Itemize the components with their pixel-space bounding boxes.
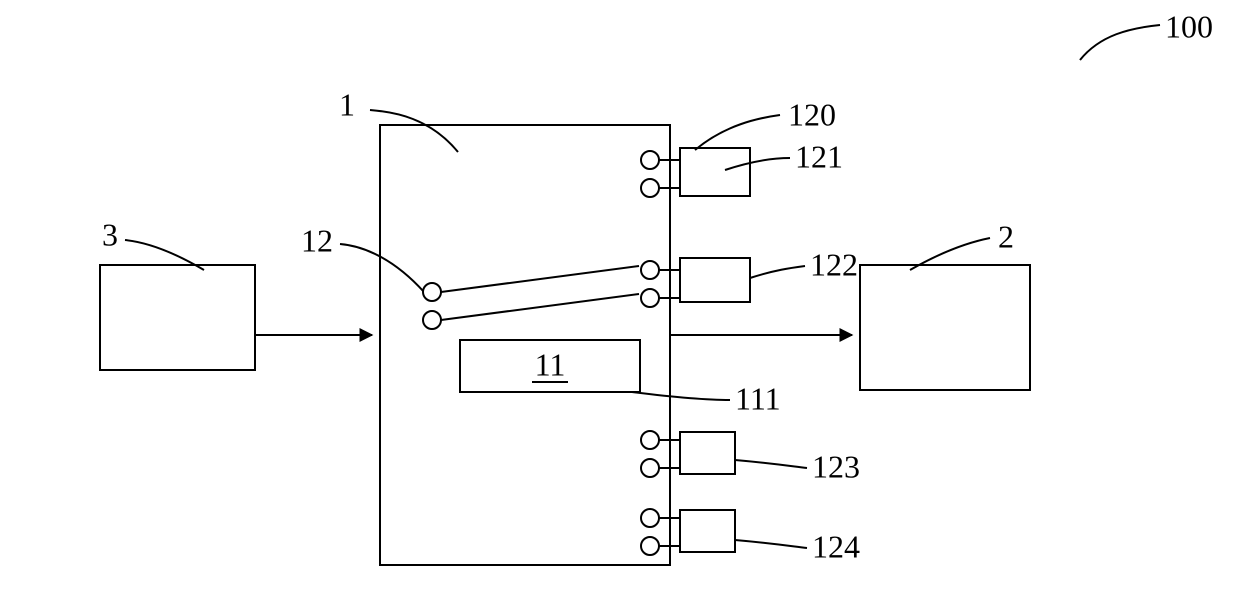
pin-circle-9 [423, 311, 441, 329]
leader-0 [1080, 25, 1160, 60]
pin-circle-2 [641, 261, 659, 279]
leader-12 [340, 244, 424, 292]
leader-7 [632, 392, 730, 400]
label-124: 124 [812, 528, 860, 564]
label-1: 1 [339, 86, 355, 122]
box-3 [100, 265, 255, 370]
leader-5 [735, 460, 807, 468]
pin-circle-3 [641, 289, 659, 307]
pin-circle-1 [641, 179, 659, 197]
label-100: 100 [1165, 8, 1213, 44]
leader-4 [750, 266, 805, 278]
label-120: 120 [788, 96, 836, 132]
box-121 [680, 148, 750, 196]
label-2: 2 [998, 218, 1014, 254]
box-122 [680, 258, 750, 302]
label-12: 12 [301, 222, 333, 258]
pin-circle-5 [641, 459, 659, 477]
diagram-canvas: 1001231112012112212312411112 [0, 0, 1240, 608]
leader-1 [370, 110, 458, 152]
leader-3 [725, 158, 790, 170]
leader-11 [441, 294, 639, 320]
pin-circle-6 [641, 509, 659, 527]
leader-6 [735, 540, 807, 548]
pin-circle-4 [641, 431, 659, 449]
label-11: 11 [535, 346, 566, 382]
box-124 [680, 510, 735, 552]
leader-10 [441, 266, 639, 292]
pin-circle-0 [641, 151, 659, 169]
pin-circle-8 [423, 283, 441, 301]
label-121: 121 [795, 138, 843, 174]
leader-2 [695, 115, 780, 150]
label-3: 3 [102, 216, 118, 252]
label-123: 123 [812, 448, 860, 484]
box-1 [380, 125, 670, 565]
pin-circle-7 [641, 537, 659, 555]
box-123 [680, 432, 735, 474]
label-111: 111 [735, 380, 781, 416]
label-122: 122 [810, 246, 858, 282]
box-2 [860, 265, 1030, 390]
